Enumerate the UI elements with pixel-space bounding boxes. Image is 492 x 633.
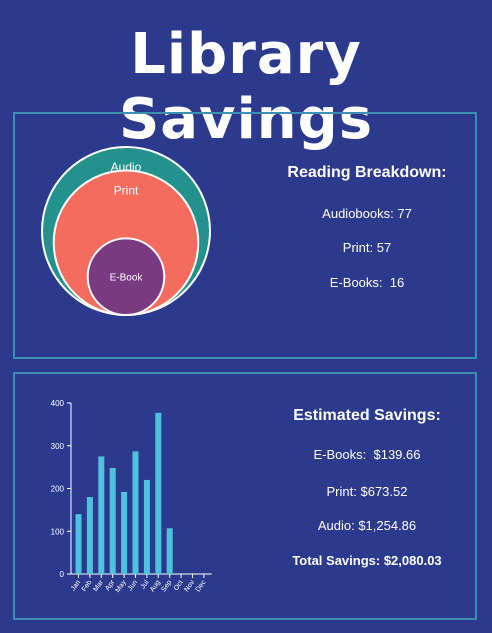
x-tick-label: Dec <box>195 579 208 594</box>
savings-row-ebooks: E-Books: $139.66 <box>277 447 457 462</box>
reading-row-label: Audiobooks: <box>322 206 398 221</box>
bar-aug <box>155 412 162 574</box>
y-tick-label: 300 <box>51 442 65 451</box>
savings-heading: Estimated Savings: <box>293 407 441 424</box>
reading-row-audiobooks: Audiobooks: 77 <box>277 206 457 221</box>
savings-row-value: $139.66 <box>373 447 421 462</box>
y-tick-label: 200 <box>51 485 65 494</box>
x-tick-label: Jan <box>70 579 82 592</box>
x-tick-label: Nov <box>183 579 196 594</box>
x-tick-label: Jul <box>140 579 151 591</box>
reading-row-ebooks: E-Books: 16 <box>277 275 457 290</box>
reading-row-value: 57 <box>376 240 392 255</box>
x-tick-label: May <box>114 579 128 594</box>
x-tick-label: Aug <box>149 579 162 593</box>
savings-total-label: Total Savings: <box>292 553 384 568</box>
page-title: Library Savings <box>118 22 374 152</box>
savings-row-label: Print: <box>326 484 361 499</box>
reading-row-print: Print: 57 <box>277 240 457 255</box>
savings-row-total: Total Savings: $2,080.03 <box>277 553 457 568</box>
bar-feb <box>86 497 93 574</box>
reading-row-label: Print: <box>342 240 377 255</box>
reading-row-label: E-Books: <box>329 275 390 290</box>
savings-row-audio: Audio: $1,254.86 <box>277 518 457 533</box>
savings-row-label: Audio: <box>317 518 359 533</box>
savings-row-label: E-Books: <box>313 447 374 462</box>
savings-row-value: $1,254.86 <box>358 518 417 533</box>
y-tick-label: 100 <box>51 527 65 536</box>
bar-jun <box>132 451 139 574</box>
bar-may <box>121 491 128 574</box>
x-tick-label: Mar <box>92 579 105 593</box>
bar-sep <box>166 528 173 574</box>
savings-row-print: Print: $673.52 <box>277 484 457 499</box>
bar-jan <box>75 514 82 574</box>
bubble-label: Print <box>114 183 139 197</box>
reading-row-value: 16 <box>389 275 405 290</box>
bar-apr <box>109 467 116 574</box>
reading-breakdown-panel: Audio Print E-Book Reading Breakdown: Audi… <box>13 112 477 359</box>
y-tick-label: 400 <box>51 399 65 408</box>
reading-row-value: 77 <box>397 206 412 221</box>
x-tick-label: Sep <box>160 579 173 593</box>
bubble-label: E-Book <box>110 273 144 284</box>
savings-row-value: $673.52 <box>360 484 408 499</box>
bubble-e-book <box>86 237 166 316</box>
savings-total-value: $2,080.03 <box>383 553 442 568</box>
reading-heading: Reading Breakdown: <box>287 164 447 181</box>
estimated-savings-panel: 0 100 200 300 400 Jan Feb Mar Apr May Jun Jul Aug Sep… <box>13 372 477 620</box>
x-tick-label: Jun <box>127 579 139 592</box>
x-tick-label: Feb <box>81 579 94 593</box>
bar-mar <box>98 456 105 574</box>
y-tick-label: 0 <box>60 570 65 579</box>
bar-jul <box>143 479 150 574</box>
